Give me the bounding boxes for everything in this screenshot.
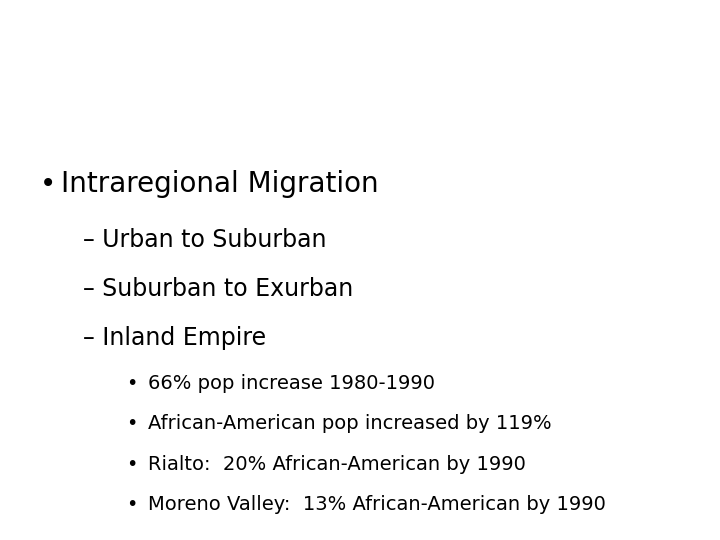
Text: Moreno Valley:  13% African-American by 1990: Moreno Valley: 13% African-American by 1… — [148, 495, 606, 515]
Text: – Urban to Suburban: – Urban to Suburban — [83, 228, 326, 252]
Text: •: • — [126, 414, 138, 434]
Text: Rialto:  20% African-American by 1990: Rialto: 20% African-American by 1990 — [148, 455, 526, 474]
Text: •: • — [126, 495, 138, 515]
Text: 66% pop increase 1980-1990: 66% pop increase 1980-1990 — [148, 374, 435, 393]
Text: •: • — [126, 374, 138, 393]
Text: Intraregional Migration: Intraregional Migration — [61, 170, 379, 198]
Text: •: • — [40, 170, 56, 198]
Text: – Suburban to Exurban: – Suburban to Exurban — [83, 277, 353, 301]
Text: African-American pop increased by 119%: African-American pop increased by 119% — [148, 414, 552, 434]
Text: – Inland Empire: – Inland Empire — [83, 326, 266, 349]
Text: •: • — [126, 455, 138, 474]
